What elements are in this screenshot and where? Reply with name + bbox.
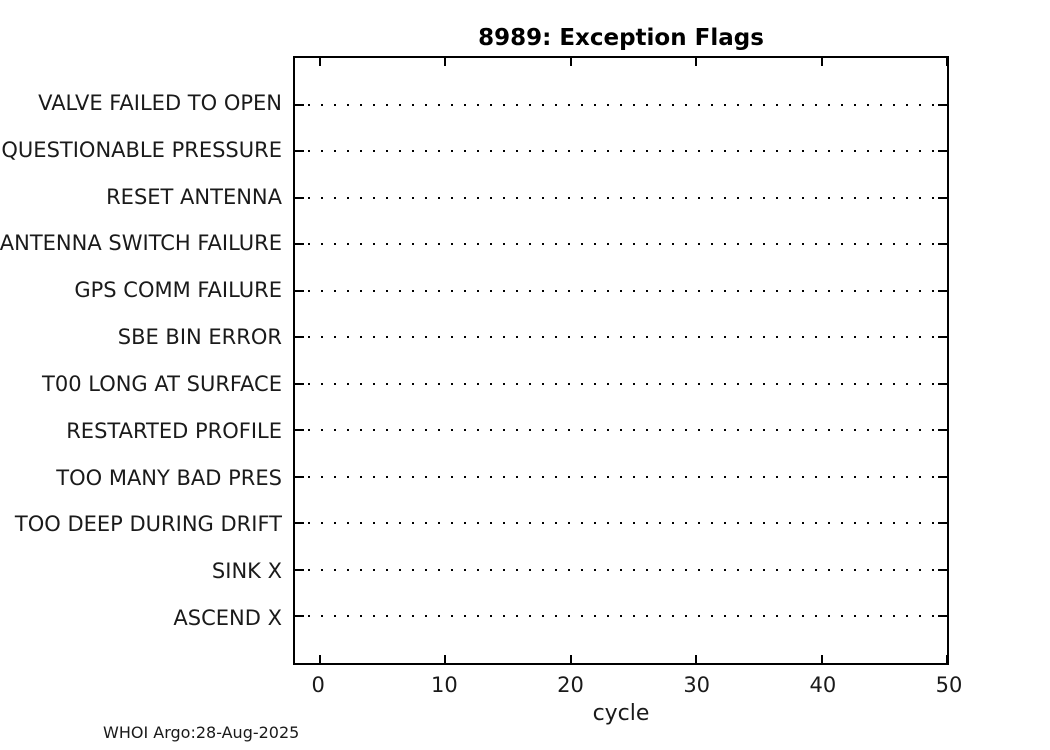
category-gridline <box>295 615 947 618</box>
y-axis-label: SINK X <box>211 559 282 584</box>
x-tick-label: 10 <box>431 673 458 697</box>
y-axis-label: QUESTIONABLE PRESSURE <box>1 137 282 162</box>
category-gridline <box>295 429 947 432</box>
y-axis-label: SBE BIN ERROR <box>117 325 282 350</box>
x-tick-label: 20 <box>557 673 584 697</box>
x-tick-label: 50 <box>935 673 963 697</box>
x-tick-mark <box>319 58 322 66</box>
x-tick-mark <box>569 655 572 663</box>
category-gridline <box>295 103 947 106</box>
x-tick-mark <box>820 58 823 66</box>
category-gridline <box>295 522 947 525</box>
y-axis-label: VALVE FAILED TO OPEN <box>38 90 282 115</box>
category-gridline <box>295 150 947 153</box>
category-gridline <box>295 382 947 385</box>
category-gridline <box>295 568 947 571</box>
y-axis-label: RESET ANTENNA <box>106 184 282 209</box>
category-gridline <box>295 336 947 339</box>
y-axis-labels: VALVE FAILED TO OPEN QUESTIONABLE PRESSU… <box>0 56 282 665</box>
x-tick-mark <box>946 655 948 663</box>
plot-area <box>293 56 949 665</box>
y-axis-label: T00 LONG AT SURFACE <box>42 371 282 396</box>
x-tick-mark <box>820 655 823 663</box>
x-tick-mark <box>946 58 948 66</box>
x-tick-label: 0 <box>311 673 325 697</box>
x-tick-mark <box>444 655 447 663</box>
x-tick-mark <box>319 655 322 663</box>
y-axis-label: RESTARTED PROFILE <box>66 418 282 443</box>
y-axis-label: ASCEND X <box>173 606 282 631</box>
x-tick-mark <box>444 58 447 66</box>
category-gridline <box>295 475 947 478</box>
x-tick-mark <box>695 655 698 663</box>
x-axis-tick-labels: 0 10 20 30 40 50 <box>293 673 963 699</box>
footer-text: WHOI Argo:28-Aug-2025 <box>103 723 300 742</box>
category-gridline <box>295 243 947 246</box>
x-tick-label: 40 <box>809 673 837 697</box>
x-tick-label: 30 <box>683 673 711 697</box>
category-gridline <box>295 196 947 199</box>
y-axis-label: TOO DEEP DURING DRIFT <box>14 512 282 537</box>
y-axis-label: GPS COMM FAILURE <box>74 278 282 303</box>
category-gridline <box>295 289 947 292</box>
y-axis-label: TOO MANY BAD PRES <box>56 465 282 490</box>
x-tick-mark <box>569 58 572 66</box>
y-axis-label: ANTENNA SWITCH FAILURE <box>0 231 282 256</box>
chart-title: 8989: Exception Flags <box>478 25 764 51</box>
x-tick-mark <box>695 58 698 66</box>
x-axis-title: cycle <box>592 701 650 726</box>
